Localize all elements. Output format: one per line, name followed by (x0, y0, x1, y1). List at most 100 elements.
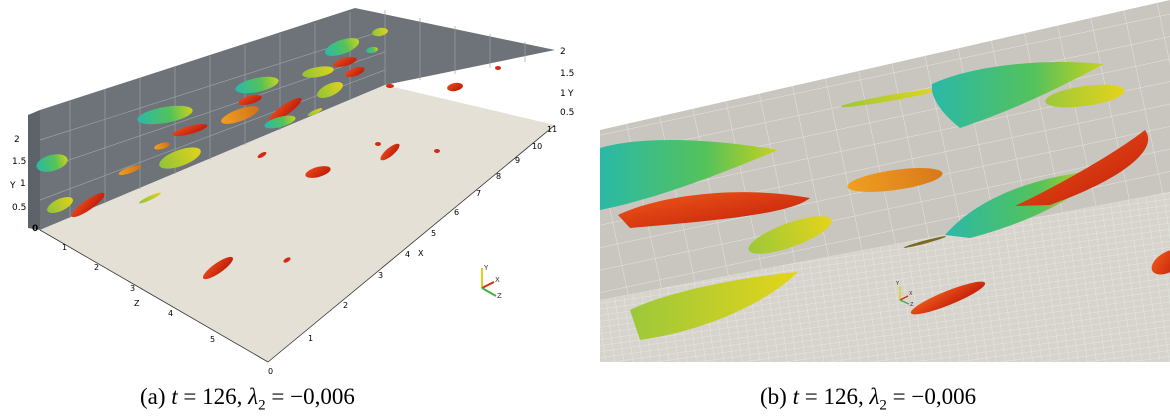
vortex (600, 139, 778, 210)
y-left-label: Y (9, 181, 16, 191)
vortex (386, 84, 394, 88)
floor-plane (40, 85, 555, 362)
vortex (154, 142, 170, 150)
y-left-tick: 2 (14, 135, 20, 145)
triad-y-label: Y (895, 281, 900, 287)
x-tick: 11 (547, 125, 557, 134)
caption-a-t-eq: = 126, (177, 384, 249, 409)
caption-a-lambda-eq: = −0,006 (265, 384, 355, 409)
x-tick: 2 (343, 301, 348, 310)
triad-y-label: Y (483, 264, 489, 272)
z-tick: 2 (94, 263, 99, 272)
y-left-tick: 1.5 (12, 157, 26, 167)
vortex (380, 143, 400, 161)
vortex (931, 62, 1104, 128)
vortex (317, 81, 343, 99)
vortex (47, 196, 73, 214)
vortex (159, 147, 201, 169)
y-left-tick: 0 (32, 224, 38, 234)
y-back-label: Y (567, 89, 574, 99)
vortex (238, 95, 262, 105)
z-label: Z (134, 299, 140, 308)
vortex (375, 142, 381, 146)
caption-b-label: (b) (760, 384, 787, 409)
panel-a-svg: 2 1.5 1 Y 0.5 2 1.5 1 Y 0.5 0 0 1 2 3 4 … (9, 8, 574, 376)
vortex (36, 154, 68, 172)
y-back-tick: 1 (560, 89, 566, 99)
x-tick: 4 (405, 250, 410, 259)
vortex (202, 256, 234, 280)
caption-a-label: (a) (140, 384, 166, 409)
panel-a-3d-view: 2 1.5 1 Y 0.5 2 1.5 1 Y 0.5 0 0 1 2 3 4 … (0, 0, 580, 380)
x-label: X (418, 249, 424, 258)
vortex (137, 105, 193, 125)
x-tick: 3 (378, 271, 383, 280)
floor-plane (600, 192, 1170, 362)
back-wall-left (28, 110, 40, 230)
vortex (307, 108, 323, 116)
x-tick: 9 (515, 156, 520, 165)
caption-b: (b) t = 126, λ2 = −0,006 (760, 384, 976, 415)
z-tick: 1 (62, 243, 67, 252)
vortex (495, 66, 501, 70)
vortex (910, 281, 986, 315)
caption-a-lambda: λ (248, 384, 259, 409)
triad-z-label: Z (497, 292, 502, 300)
triad-x-label: X (909, 291, 913, 297)
back-wall-x (40, 8, 555, 230)
vortex (372, 27, 388, 37)
vortex (618, 192, 810, 228)
vortex (748, 216, 832, 254)
y-back-tick: 1.5 (560, 69, 574, 79)
vortex (283, 257, 291, 263)
z-tick: 4 (168, 309, 173, 318)
z-tick: 5 (210, 335, 215, 344)
triad-z-label: Z (910, 302, 914, 308)
y-back-tick: 0.5 (560, 108, 574, 118)
caption-b-lambda-sub: 2 (879, 397, 887, 414)
caption-a-lambda-sub: 2 (258, 397, 266, 414)
vortex (345, 66, 365, 78)
caption-a: (a) t = 126, λ2 = −0,006 (140, 384, 355, 415)
vortex (324, 37, 360, 57)
vortex (840, 88, 940, 108)
vortex (71, 192, 105, 218)
vortex (221, 106, 259, 124)
vortex (302, 66, 334, 78)
caption-b-t-eq: = 126, (798, 384, 870, 409)
vortex (1151, 249, 1170, 275)
vortex (1045, 84, 1125, 108)
x-tick: 8 (496, 172, 501, 181)
triad-x-label: X (495, 276, 500, 284)
vortex (333, 57, 357, 67)
vortex (630, 272, 798, 340)
y-left-tick: 0.5 (12, 203, 26, 213)
x-tick: 1 (308, 334, 313, 343)
vortex (172, 123, 208, 137)
vortex (903, 236, 947, 248)
x-tick: 10 (532, 142, 542, 151)
vortex (447, 82, 463, 92)
x-tick: 6 (454, 208, 459, 217)
vortex (305, 166, 331, 178)
caption-b-t: t (792, 384, 799, 409)
vortex (847, 168, 943, 192)
y-back-tick: 2 (560, 47, 566, 57)
vortex-structures-a (36, 27, 501, 280)
x-tick: 7 (476, 189, 481, 198)
vortex (257, 151, 267, 159)
vortex-structures-b (600, 62, 1170, 340)
x-tick: 5 (431, 229, 436, 238)
vortex (268, 97, 302, 123)
x-tick: 0 (268, 367, 273, 376)
y-left-tick: 1 (20, 179, 26, 189)
z-tick: 3 (130, 284, 135, 293)
vortex (264, 115, 296, 129)
vortex (235, 76, 279, 94)
vortex (366, 46, 378, 54)
vortex (118, 165, 142, 175)
panel-b-zoomed-view: Y X Z (600, 0, 1170, 380)
panel-b-svg: Y X Z (600, 0, 1170, 362)
caption-b-lambda: λ (869, 384, 880, 409)
vortex (1015, 130, 1149, 206)
